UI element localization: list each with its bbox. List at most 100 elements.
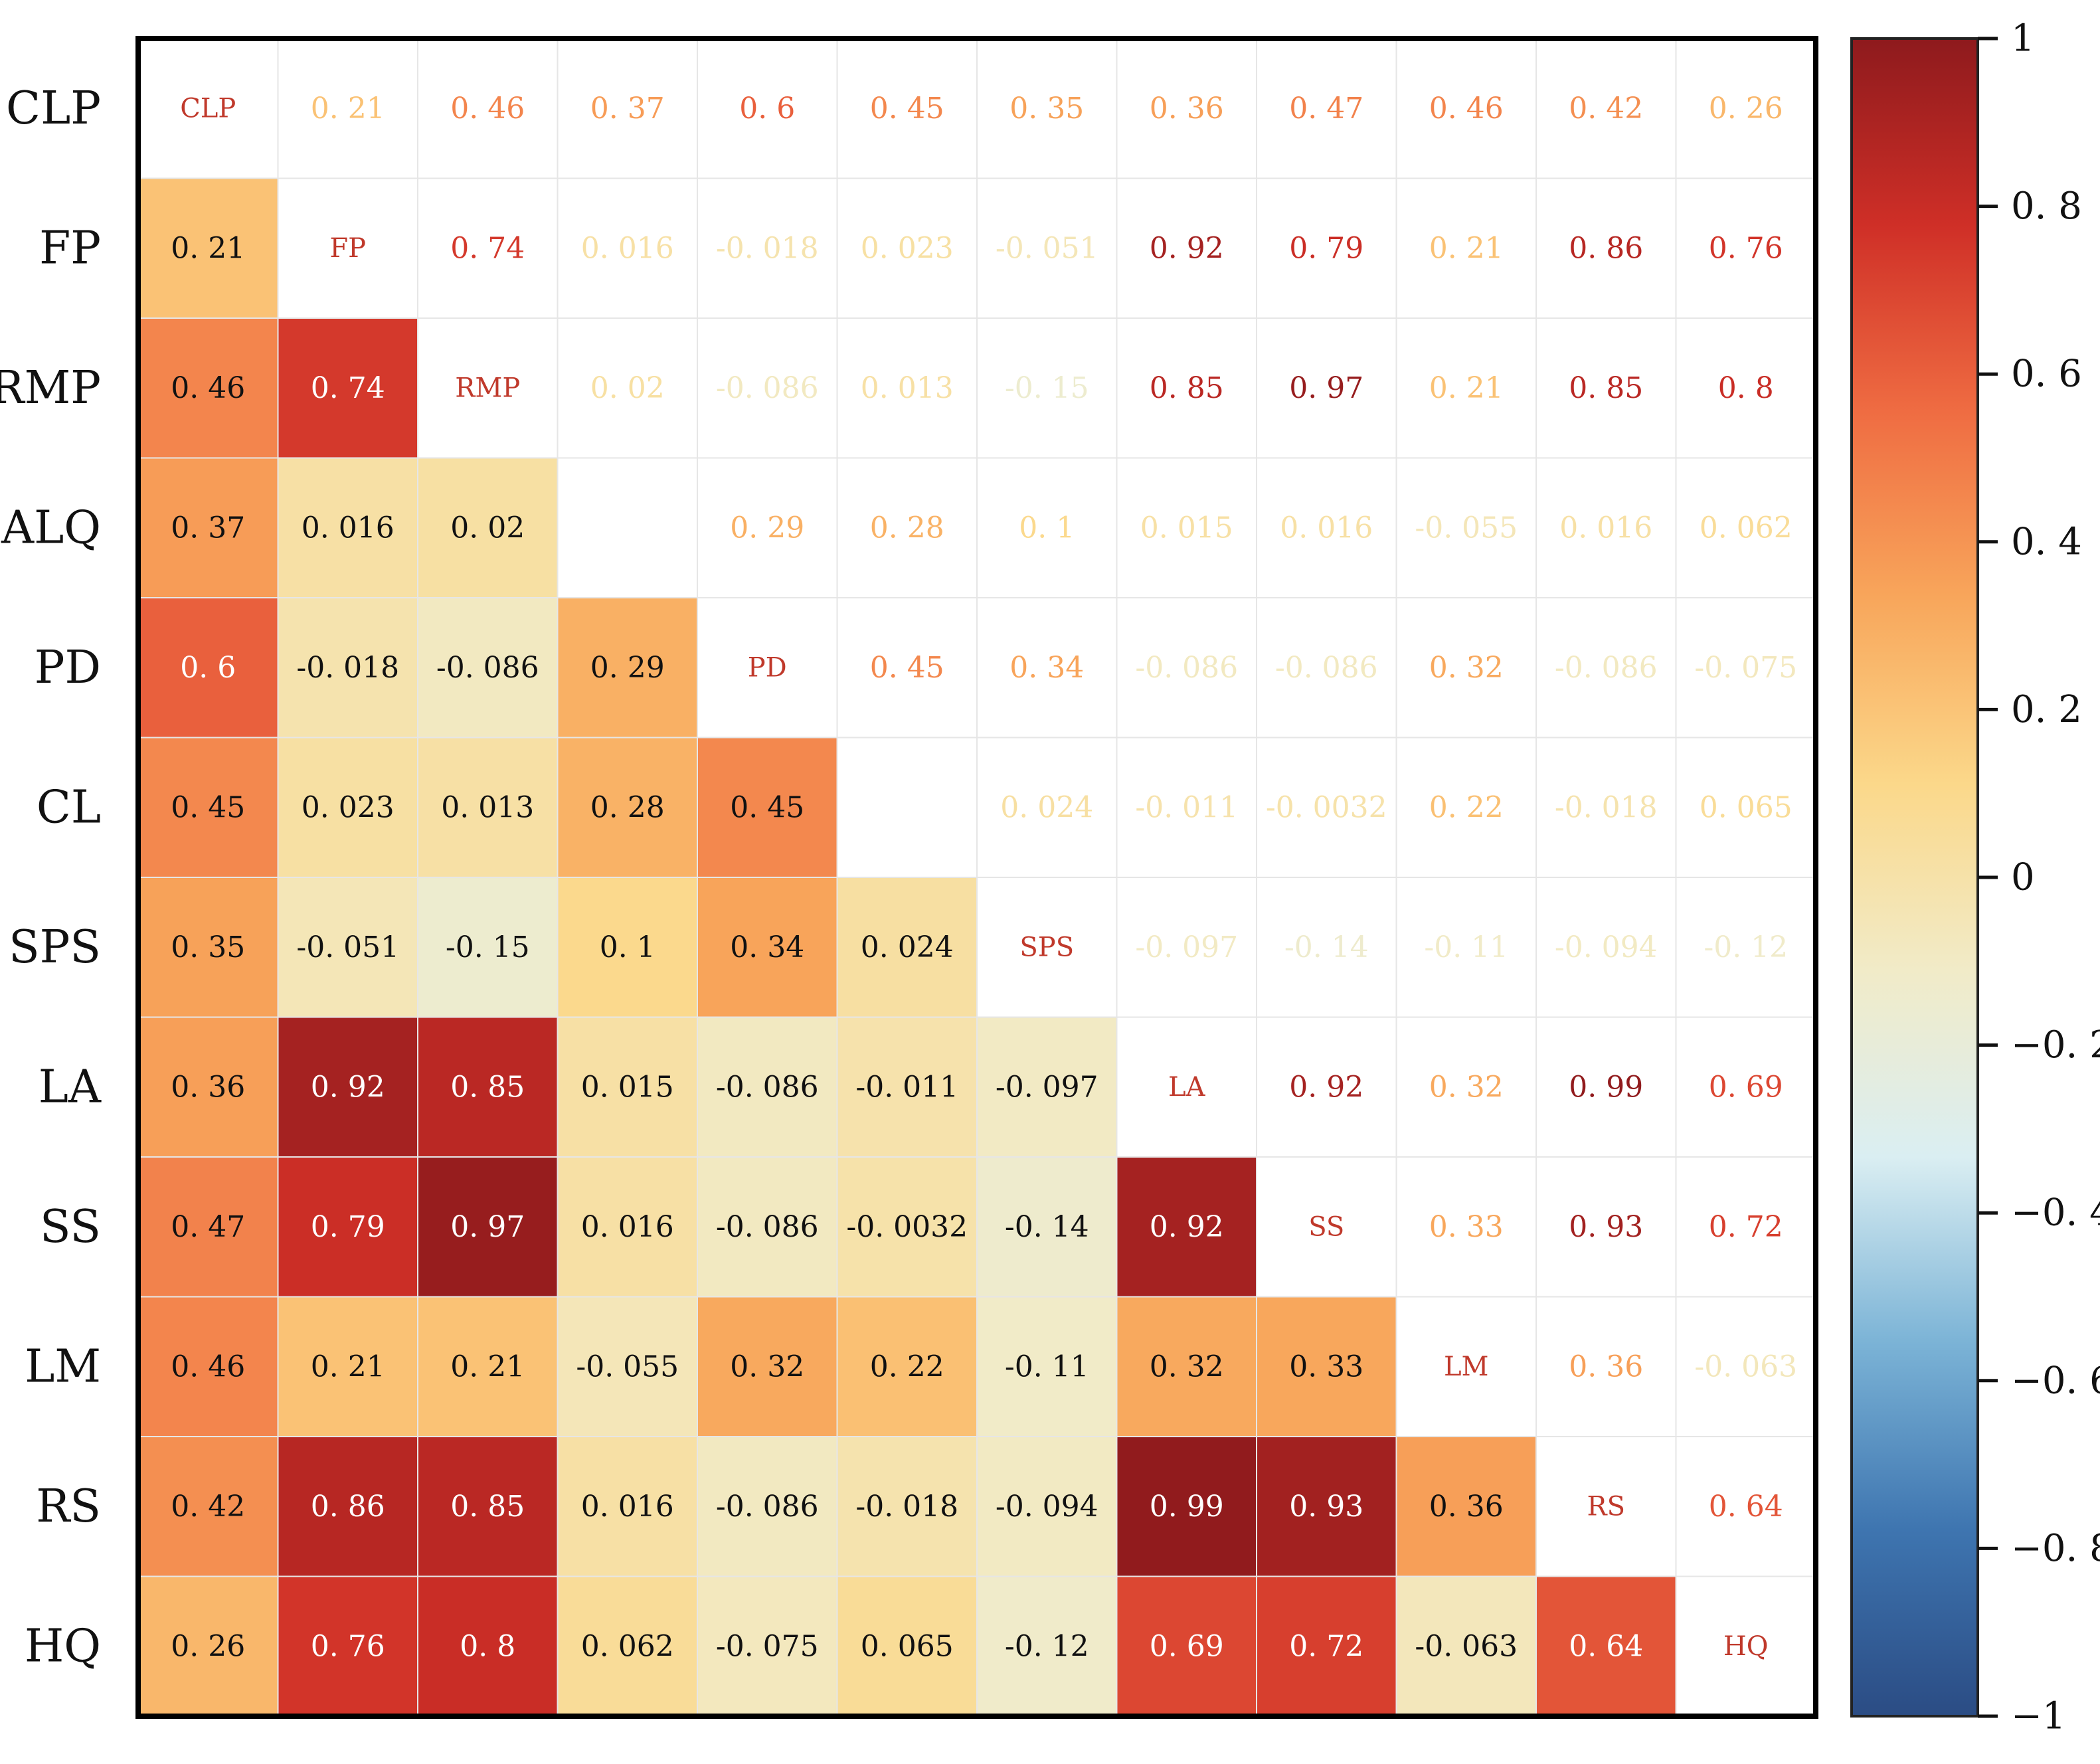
cell-value-label: -0. 11	[1005, 1350, 1089, 1383]
heatmap-cell	[1396, 1437, 1536, 1577]
cell-value-label: 0. 21	[171, 231, 245, 265]
heatmap-cell	[837, 598, 977, 738]
diagonal-label: RMP	[455, 373, 520, 403]
cell-value-label: 0. 45	[870, 651, 944, 685]
heatmap-cell	[1116, 39, 1257, 179]
heatmap-cell	[278, 1296, 418, 1437]
cell-value-label: -0. 097	[996, 1070, 1098, 1104]
cell-value-label: 0. 062	[581, 1629, 674, 1663]
cell-value-label: -0. 086	[1135, 651, 1238, 685]
colorbar-tick-label: 0. 2	[2011, 688, 2082, 731]
heatmap-cell	[977, 1017, 1117, 1157]
row-label: FP	[39, 222, 101, 274]
colorbar-tick-label: 0. 6	[2011, 353, 2082, 396]
cell-value-label: 0. 92	[1150, 231, 1224, 265]
cell-value-label: 0. 45	[730, 790, 804, 824]
heatmap-cell	[1536, 1017, 1676, 1157]
cell-value-label: 0. 37	[171, 511, 245, 545]
cell-value-label: -0. 15	[1005, 371, 1089, 405]
cell-value-label: 0. 21	[1429, 231, 1504, 265]
cell-value-label: 0. 32	[1429, 1070, 1504, 1104]
diagonal-label: FP	[329, 233, 366, 264]
heatmap-cell	[697, 318, 837, 458]
heatmap-cell	[837, 39, 977, 179]
cell-value-label: 0. 21	[311, 1350, 385, 1383]
heatmap-cell	[138, 1157, 278, 1297]
diagonal-label: HQ	[1723, 1631, 1769, 1662]
heatmap-cell	[977, 1296, 1117, 1437]
cell-value-label: -0. 15	[446, 930, 530, 964]
heatmap-cell	[1676, 1157, 1816, 1297]
heatmap-cell	[1536, 877, 1676, 1017]
heatmap-cell	[138, 458, 278, 598]
cell-value-label: 0. 023	[861, 231, 954, 265]
row-label: LA	[39, 1061, 102, 1113]
cell-value-label: 0. 47	[1289, 92, 1363, 126]
cell-value-label: 0. 6	[180, 651, 236, 685]
heatmap-cell	[278, 1437, 418, 1577]
column-label: ALQ	[577, 1763, 677, 1764]
cell-value-label: 0. 29	[730, 511, 804, 545]
heatmap-cell	[418, 1157, 558, 1297]
heatmap-gridlines	[138, 39, 1816, 1716]
heatmap-cell	[977, 1576, 1117, 1716]
heatmap-cell	[1257, 1017, 1397, 1157]
colorbar-ticks: 1 0. 8 0. 6 0. 4 0. 2 0 −0. 2 −0. 4 −0. 6 −0. 8 −1	[1978, 17, 2100, 1738]
cell-value-label: 0. 015	[581, 1070, 674, 1104]
heatmap-cell	[1536, 737, 1676, 877]
column-label: LM	[1428, 1763, 1504, 1764]
heatmap-cell	[837, 1437, 977, 1577]
heatmap-cell	[1396, 1576, 1536, 1716]
cell-value-label: 0. 64	[1709, 1490, 1783, 1524]
cell-value-label: 0. 024	[1000, 790, 1093, 824]
heatmap-cell	[697, 1017, 837, 1157]
heatmap-cell	[1536, 458, 1676, 598]
heatmap-cell	[697, 877, 837, 1017]
cell-value-label: 0. 93	[1569, 1210, 1643, 1244]
heatmap-cell	[138, 39, 278, 179]
row-label: RS	[36, 1480, 101, 1533]
colorbar-tick-label: −1	[2011, 1695, 2066, 1738]
row-label: CLP	[6, 82, 101, 135]
cell-value-label: 0. 33	[1289, 1350, 1363, 1383]
heatmap-cell	[837, 458, 977, 598]
heatmap-cell	[1676, 1437, 1816, 1577]
cell-value-label: 0. 013	[441, 790, 534, 824]
heatmap-cell	[1116, 1576, 1257, 1716]
cell-value-label: -0. 12	[1704, 930, 1788, 964]
cell-value-label: 0. 062	[1700, 511, 1793, 545]
cell-value-label: 0. 69	[1709, 1070, 1783, 1104]
cell-value-label: -0. 018	[855, 1490, 958, 1524]
heatmap-cell	[697, 39, 837, 179]
cell-value-label: 0. 46	[171, 371, 245, 405]
heatmap-cell	[1536, 1296, 1676, 1437]
heatmap-cell	[1257, 1157, 1397, 1297]
heatmap-cell	[1676, 598, 1816, 738]
heatmap-cell	[1396, 1157, 1536, 1297]
heatmap-cell	[418, 39, 558, 179]
cell-value-label: 0. 32	[1150, 1350, 1224, 1383]
cell-value-label: 0. 76	[1709, 231, 1783, 265]
heatmap-cell	[1257, 39, 1397, 179]
cell-value-label: -0. 075	[1694, 651, 1797, 685]
heatmap-cell	[1676, 1576, 1816, 1716]
column-label: HQ	[1707, 1763, 1784, 1764]
heatmap-cell	[837, 1576, 977, 1716]
cell-value-label: -0. 11	[1424, 930, 1508, 964]
heatmap-cell	[837, 737, 977, 877]
cell-value-label: -0. 018	[1555, 790, 1658, 824]
heatmap-cell	[418, 1296, 558, 1437]
diagonal-label: SS	[1308, 1211, 1344, 1242]
cell-value-label: -0. 011	[855, 1070, 958, 1104]
heatmap-cell	[1116, 178, 1257, 318]
cell-value-label: 0. 92	[1289, 1070, 1363, 1104]
heatmap-cell	[1257, 877, 1397, 1017]
heatmap-cell	[138, 877, 278, 1017]
heatmap-cell	[557, 39, 697, 179]
cell-value-label: -0. 011	[1135, 790, 1238, 824]
cell-value-label: -0. 086	[716, 1490, 819, 1524]
cell-value-label: 0. 016	[581, 1210, 674, 1244]
cell-value-label: 0. 72	[1289, 1629, 1363, 1663]
heatmap-cell	[138, 1437, 278, 1577]
cell-value-label: 0. 8	[1718, 371, 1774, 405]
